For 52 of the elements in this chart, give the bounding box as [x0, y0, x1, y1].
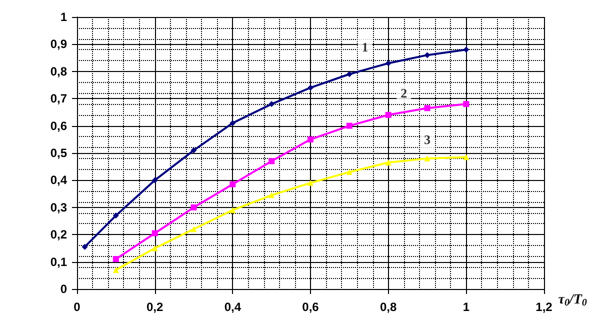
x-tick-label: 1,2: [536, 300, 553, 314]
point: [152, 245, 158, 252]
point: [190, 226, 197, 232]
point: [268, 158, 275, 164]
point: [230, 181, 236, 188]
y-tick-label: 0,1: [50, 254, 68, 269]
point: [424, 52, 430, 58]
point: [463, 101, 470, 108]
point: [112, 212, 119, 219]
annotation: 1: [362, 39, 368, 54]
x-tick-label: 0,4: [224, 300, 242, 314]
x-tick-label: 0,2: [146, 300, 164, 314]
point: [385, 112, 392, 118]
y-tick-label: 0,9: [50, 37, 68, 52]
y-tick-label: 0,6: [50, 118, 68, 133]
annotation: 2: [400, 86, 408, 101]
point: [424, 155, 430, 162]
point: [385, 60, 392, 66]
point: [385, 160, 392, 166]
y-tick-label: 0,4: [50, 173, 68, 188]
point: [308, 84, 314, 91]
point: [268, 101, 275, 108]
point: [152, 230, 158, 236]
point: [230, 120, 236, 126]
y-tick-label: 0,2: [50, 228, 68, 242]
y-tick-label: 0,5: [50, 146, 68, 160]
point: [190, 204, 197, 210]
point: [112, 256, 119, 262]
point: [463, 154, 470, 160]
point: [82, 244, 88, 250]
y-tick-label: 0: [60, 282, 68, 296]
point: [112, 266, 119, 273]
point: [230, 207, 236, 214]
point: [346, 169, 352, 176]
point: [190, 147, 197, 154]
x-tick-label: 1: [462, 300, 470, 314]
y-tick-label: 1: [60, 10, 68, 24]
x-tick-label: 0: [74, 300, 81, 314]
annotation: 3: [424, 132, 431, 147]
y-tick-label: 0,3: [50, 200, 68, 214]
point: [268, 192, 275, 198]
point: [308, 180, 314, 186]
point: [152, 177, 158, 184]
y-tick-label: 0,7: [50, 92, 68, 106]
point: [346, 71, 352, 78]
point: [424, 105, 430, 112]
y-tick-label: 0,8: [50, 64, 68, 78]
x-tick-label: 0,8: [380, 300, 397, 314]
x-tick-label: 0,6: [302, 300, 320, 314]
point: [308, 136, 314, 142]
point: [346, 122, 352, 129]
point: [463, 46, 470, 53]
